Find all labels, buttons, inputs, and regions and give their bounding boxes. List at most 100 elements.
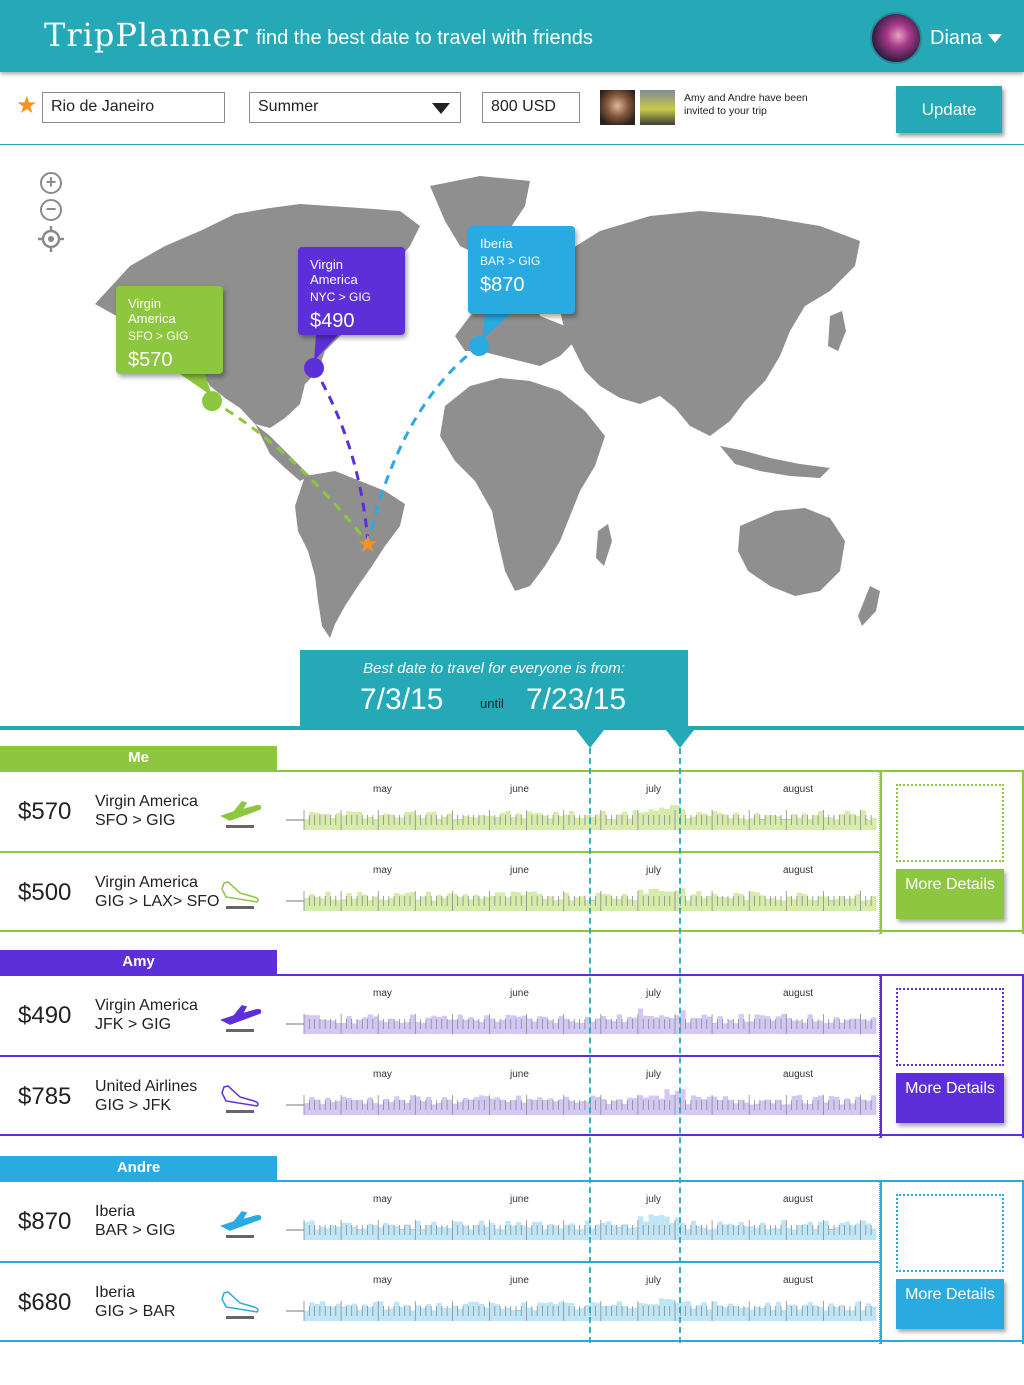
route-bubble-bar[interactable]: Iberia BAR > GIG $870: [468, 226, 575, 314]
group-details: More Details: [880, 772, 1024, 934]
flight-price: $870: [18, 1208, 72, 1235]
dropdown-arrow-icon[interactable]: [432, 103, 450, 114]
group-details: More Details: [880, 976, 1024, 1138]
range-start-line: [589, 748, 591, 1343]
flight-price: $570: [18, 798, 72, 825]
month-label: may: [373, 988, 392, 999]
best-date-to: 7/23/15: [526, 683, 627, 716]
price-timeline[interactable]: may june july august: [278, 772, 880, 853]
month-label: august: [783, 988, 813, 999]
group-label: Amy: [0, 950, 277, 974]
flight-row[interactable]: $870 Iberia BAR > GIG may june july august: [0, 1182, 880, 1263]
month-label: july: [645, 1194, 661, 1205]
route-path: SFO > GIG: [128, 329, 189, 343]
flight-info: Iberia BAR > GIG: [95, 1202, 175, 1240]
season-select[interactable]: Summer: [249, 92, 461, 123]
user-avatar[interactable]: [870, 12, 922, 64]
flight-price: $785: [18, 1083, 72, 1110]
month-label: august: [783, 1069, 813, 1080]
group-rows: $570 Virgin America SFO > GIG may june july…: [0, 770, 1024, 934]
flight-row[interactable]: $490 Virgin America JFK > GIG may june july…: [0, 976, 880, 1057]
takeoff-plane-icon: [220, 1005, 262, 1032]
star-icon[interactable]: ★: [16, 92, 38, 119]
flight-price: $490: [18, 1002, 72, 1029]
route-path: BAR > GIG: [480, 254, 541, 268]
app-logo[interactable]: TripPlanner: [44, 16, 249, 54]
month-label: may: [373, 784, 392, 795]
flight-info: Virgin America GIG > LAX> SFO: [95, 873, 220, 911]
svg-text:★: ★: [357, 530, 379, 558]
flight-airline: Virgin America: [95, 874, 198, 891]
world-map[interactable]: + −: [0, 146, 1024, 726]
more-details-button[interactable]: More Details: [896, 869, 1004, 919]
best-date-from: 7/3/15: [360, 683, 444, 716]
update-button[interactable]: Update: [896, 86, 1002, 133]
month-label: may: [373, 1194, 392, 1205]
range-end-line: [679, 748, 681, 1343]
month-label: may: [373, 1069, 392, 1080]
user-name[interactable]: Diana: [930, 27, 983, 49]
price-timeline[interactable]: may june july august: [278, 1263, 880, 1344]
timeline-divider: [0, 726, 1024, 730]
chevron-down-icon[interactable]: [988, 34, 1002, 43]
season-value: Summer: [258, 98, 319, 115]
flight-row[interactable]: $680 Iberia GIG > BAR may june july august: [0, 1263, 880, 1344]
route-bubble-sfo[interactable]: Virgin America SFO > GIG $570: [116, 286, 223, 374]
more-details-button[interactable]: More Details: [896, 1279, 1004, 1329]
details-preview: [896, 784, 1004, 862]
flight-row[interactable]: $570 Virgin America SFO > GIG may june july…: [0, 772, 880, 853]
range-start-marker[interactable]: [576, 730, 604, 748]
month-label: august: [783, 1275, 813, 1286]
month-label: june: [509, 1275, 529, 1286]
flight-price: $500: [18, 879, 72, 906]
month-label: june: [509, 784, 529, 795]
route-path: NYC > GIG: [310, 290, 372, 304]
month-label: may: [373, 1275, 392, 1286]
month-label: july: [645, 988, 661, 999]
route-price: $570: [128, 349, 173, 371]
takeoff-plane-icon: [220, 801, 262, 828]
flight-route: GIG > BAR: [95, 1303, 176, 1320]
landing-plane-icon: [221, 1085, 259, 1113]
flight-info: Virgin America JFK > GIG: [95, 996, 198, 1034]
destination-input[interactable]: Rio de Janeiro: [42, 92, 225, 123]
month-label: july: [645, 865, 661, 876]
flight-row[interactable]: $500 Virgin America GIG > LAX> SFO may jun…: [0, 853, 880, 934]
range-end-marker[interactable]: [666, 730, 694, 748]
flight-route: JFK > GIG: [95, 1016, 172, 1033]
zoom-out-icon[interactable]: −: [40, 199, 62, 221]
best-date-label: Best date to travel for everyone is from…: [363, 660, 625, 677]
flight-airline: Iberia: [95, 1284, 136, 1301]
month-label: july: [645, 784, 661, 795]
flight-info: Virgin America SFO > GIG: [95, 792, 198, 830]
price-timeline[interactable]: may june july august: [278, 1057, 880, 1138]
month-label: may: [373, 865, 392, 876]
flight-airline: Iberia: [95, 1203, 136, 1220]
route-price: $870: [480, 274, 525, 296]
price-timeline[interactable]: may june july august: [278, 976, 880, 1057]
flight-row[interactable]: $785 United Airlines GIG > JFK may june jul…: [0, 1057, 880, 1138]
price-timeline[interactable]: may june july august: [278, 853, 880, 934]
flight-route: BAR > GIG: [95, 1222, 176, 1239]
group-label: Andre: [0, 1156, 277, 1180]
price-timeline[interactable]: may june july august: [278, 1182, 880, 1263]
friend-avatar-andre[interactable]: [640, 90, 675, 125]
route-airline: Virgin America: [310, 257, 358, 287]
month-label: june: [509, 865, 529, 876]
best-date-panel: Best date to travel for everyone is from…: [300, 650, 688, 728]
month-label: june: [509, 1069, 529, 1080]
month-label: june: [509, 988, 529, 999]
friend-avatar-amy[interactable]: [600, 90, 635, 125]
flight-info: United Airlines GIG > JFK: [95, 1077, 197, 1115]
invite-status-text: Amy and Andre have been invited to your …: [684, 92, 808, 117]
locate-icon[interactable]: [38, 226, 64, 252]
route-airline: Virgin America: [128, 296, 176, 326]
zoom-in-icon[interactable]: +: [40, 172, 62, 194]
best-date-until: until: [480, 696, 504, 711]
month-label: august: [783, 784, 813, 795]
budget-input[interactable]: 800 USD: [482, 92, 580, 123]
group-label: Me: [0, 746, 277, 770]
more-details-button[interactable]: More Details: [896, 1073, 1004, 1123]
route-bubble-nyc[interactable]: Virgin America NYC > GIG $490: [298, 247, 405, 335]
month-label: june: [509, 1194, 529, 1205]
